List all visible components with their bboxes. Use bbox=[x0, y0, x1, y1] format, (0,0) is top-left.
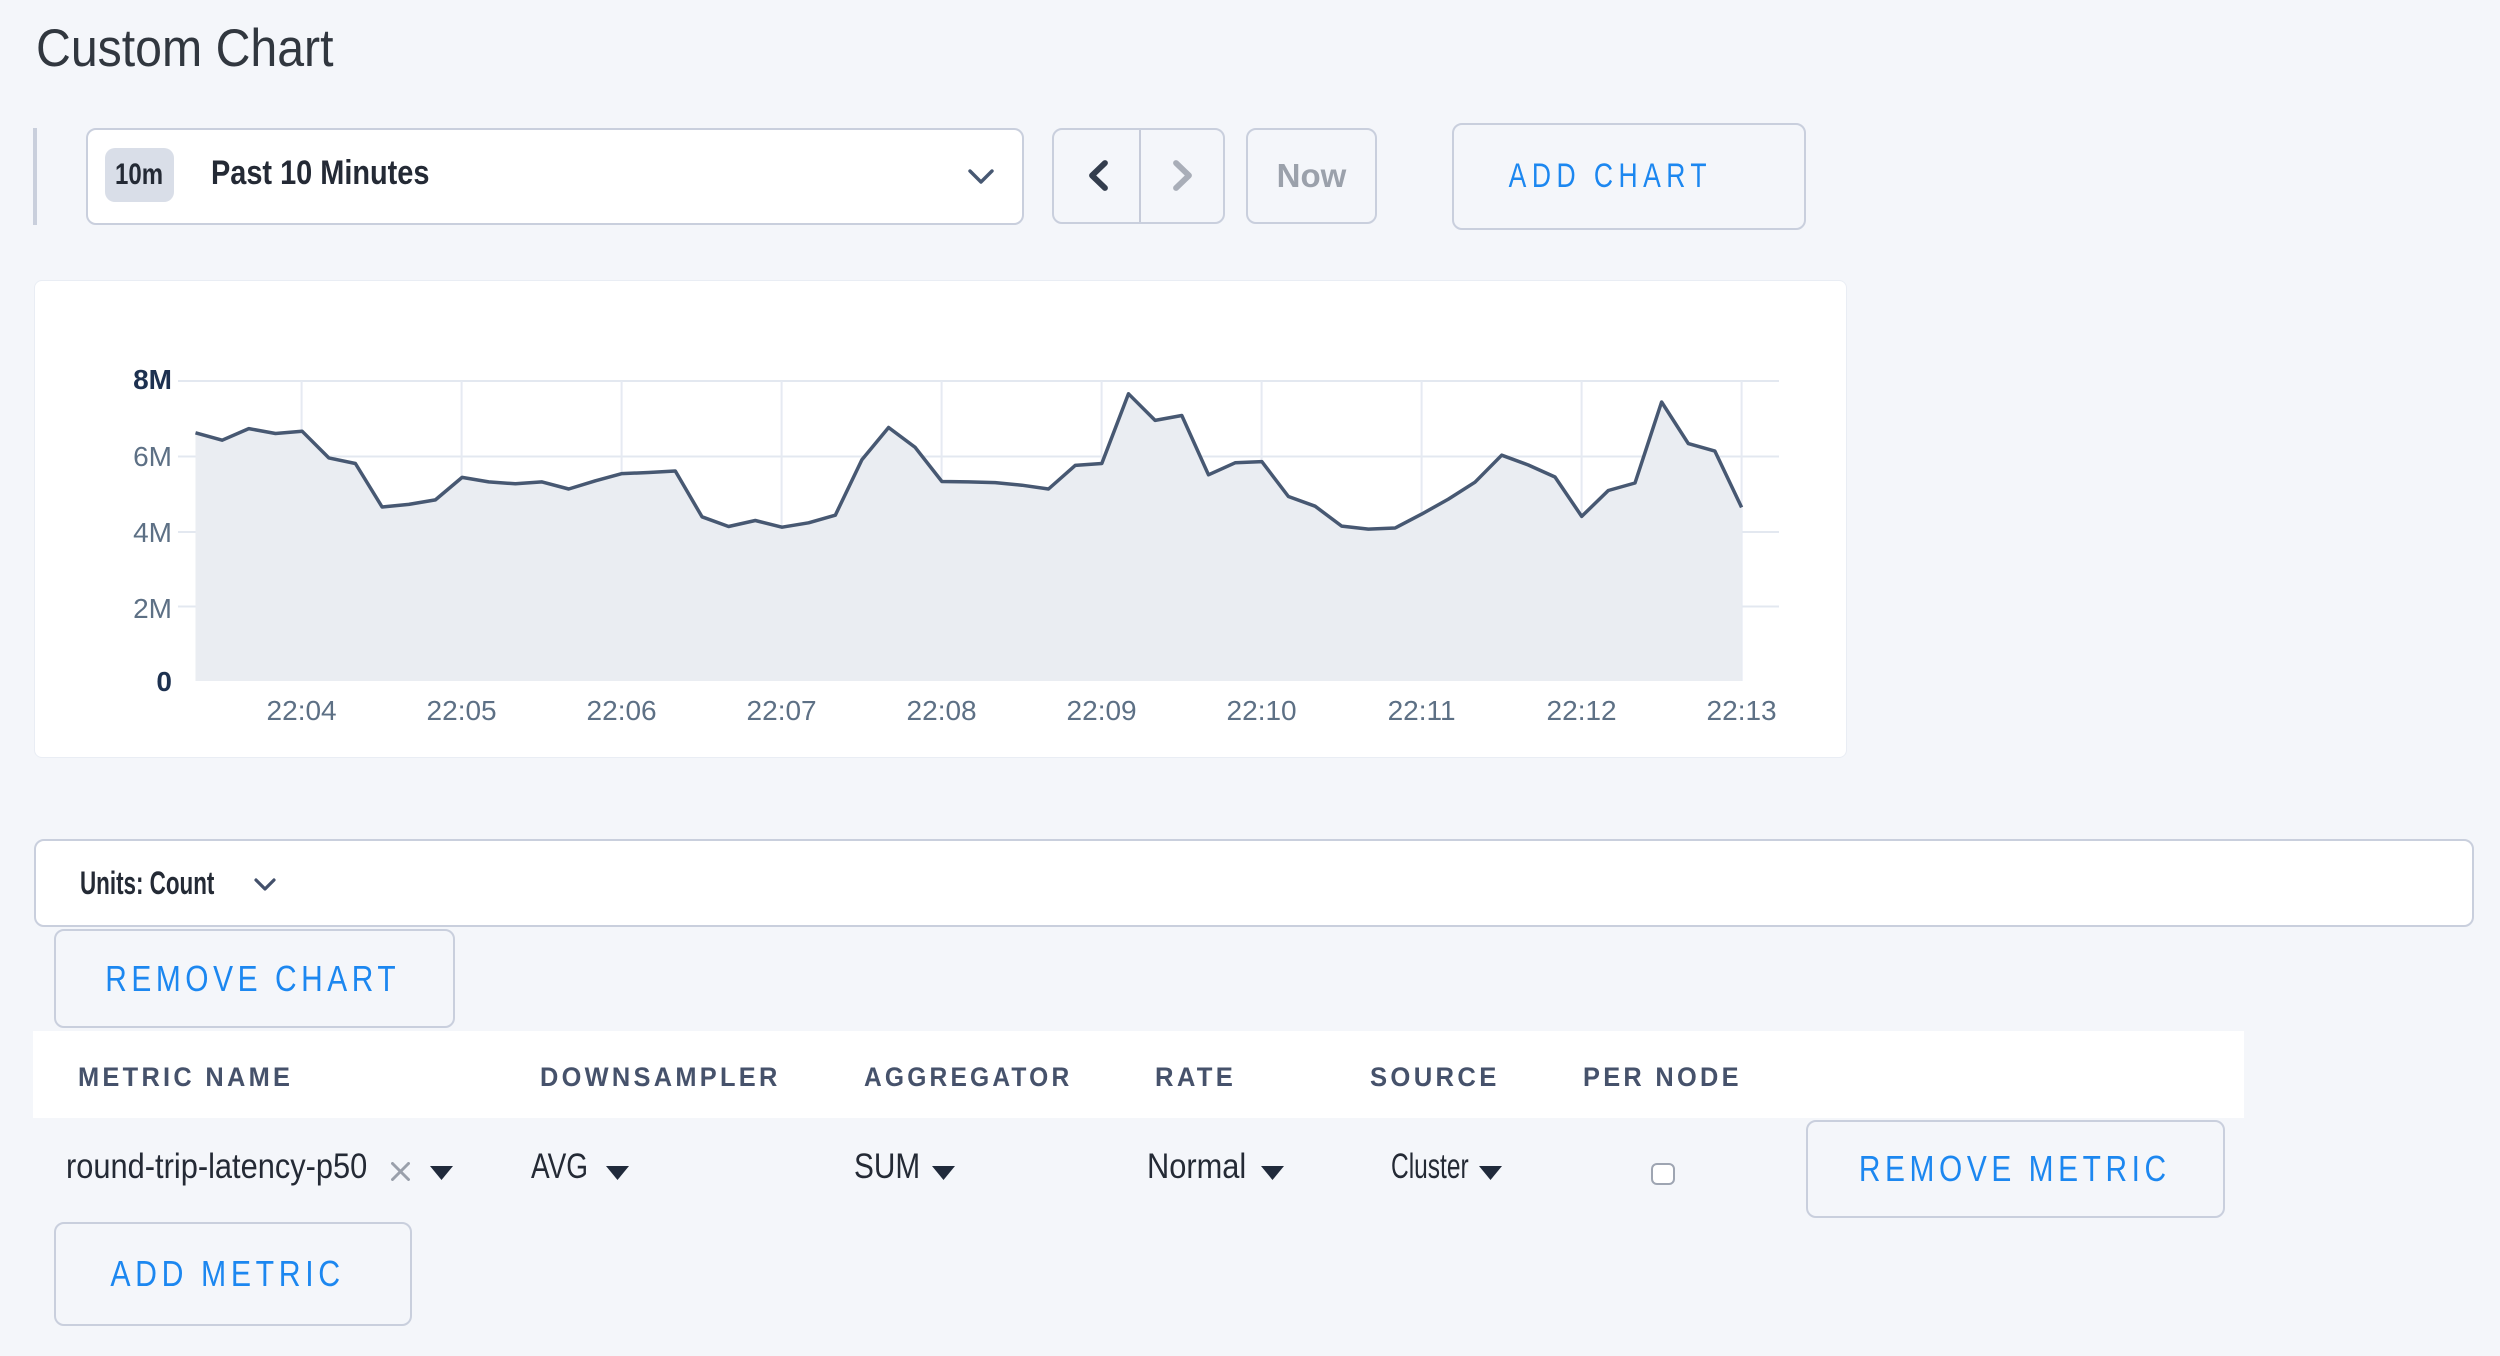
svg-text:22:06: 22:06 bbox=[587, 695, 657, 726]
svg-text:22:10: 22:10 bbox=[1227, 695, 1297, 726]
svg-text:22:11: 22:11 bbox=[1388, 695, 1456, 726]
svg-text:22:13: 22:13 bbox=[1707, 695, 1777, 726]
svg-text:22:08: 22:08 bbox=[907, 695, 977, 726]
svg-text:0: 0 bbox=[156, 666, 172, 697]
svg-text:2M: 2M bbox=[133, 593, 172, 624]
svg-text:4M: 4M bbox=[133, 517, 172, 548]
svg-text:8M: 8M bbox=[133, 364, 172, 395]
svg-text:22:05: 22:05 bbox=[427, 695, 497, 726]
svg-text:22:12: 22:12 bbox=[1547, 695, 1617, 726]
svg-text:22:09: 22:09 bbox=[1067, 695, 1137, 726]
svg-text:22:07: 22:07 bbox=[747, 695, 817, 726]
svg-text:22:04: 22:04 bbox=[267, 695, 337, 726]
svg-text:6M: 6M bbox=[133, 441, 172, 472]
